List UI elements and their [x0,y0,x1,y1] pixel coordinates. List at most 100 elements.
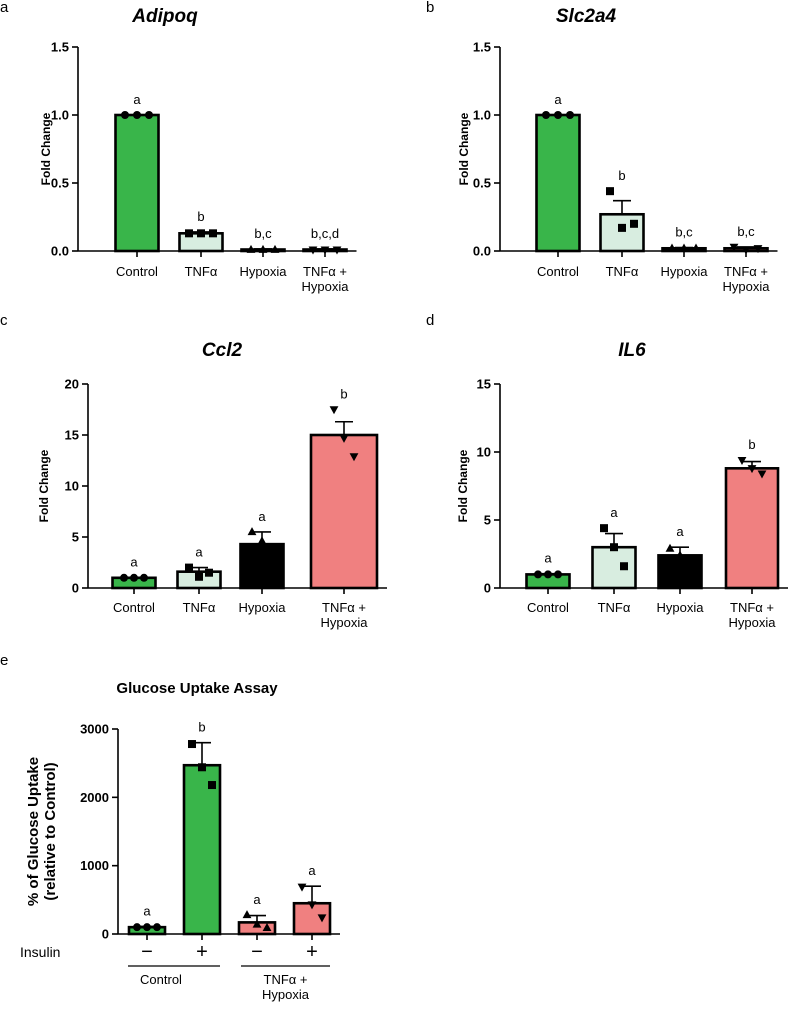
y-tick-label: 3000 [80,722,109,737]
data-point-triangle-down [329,406,339,415]
y-tick-label: 0.5 [473,176,491,191]
panel-letter: c [0,312,8,329]
panel-a: a Adipoq 0.0 0.5 1.0 1.5 Fold Change a Control b T… [0,0,357,294]
significance-label: b [340,387,347,402]
y-tick-label: 1.5 [473,40,491,55]
data-point-square [185,229,193,238]
data-point-circle [130,573,138,582]
data-point-circle [566,111,574,119]
data-point-circle [542,111,550,119]
data-point-triangle-down [757,470,767,479]
y-tick-label: 10 [65,479,79,494]
data-point-square [188,740,196,749]
bar [657,554,703,590]
y-tick-label: 0 [484,581,491,596]
chart-title: Glucose Uptake Assay [116,680,278,697]
data-point-triangle [665,543,675,552]
x-category-label: TNFα [598,600,631,615]
chart-title: Adipoq [131,6,198,27]
panel-letter: b [426,0,434,16]
significance-label: a [133,92,141,107]
data-point-square [197,229,205,238]
data-point-triangle-down [317,914,327,923]
data-point-circle [120,573,128,582]
significance-label: a [308,863,316,878]
x-category-label: Hypoxia [661,264,709,279]
data-point-triangle [247,527,257,536]
data-point-circle [554,570,562,579]
x-category-label: TNFα [185,264,218,279]
y-tick-label: 20 [65,377,79,392]
significance-label: a [195,545,203,560]
data-point-circle [133,111,141,119]
data-point-circle [133,923,141,932]
y-axis-label: Fold Change [37,449,51,522]
y-axis-label: % of Glucose Uptake [25,757,42,906]
panel-letter: a [0,0,9,16]
insulin-sign: − [251,941,263,963]
chart-title: Slc2a4 [556,6,617,27]
x-category-label: TNFα [606,264,639,279]
data-point-triangle-down [753,245,763,254]
data-point-triangle-down [297,883,307,892]
x-category-label: Hypoxia [723,279,771,294]
significance-label: a [544,551,552,566]
data-point-triangle [691,243,701,252]
bar [239,542,285,590]
significance-label: a [676,524,684,539]
data-point-square [185,563,193,572]
significance-label: b [198,720,205,735]
y-axis-label: (relative to Control) [42,762,59,900]
data-point-square [600,524,608,533]
data-point-square [198,763,206,772]
data-point-triangle-down [741,246,751,255]
data-point-square [205,568,213,577]
data-point-triangle-down [320,246,330,255]
data-point-circle [145,111,153,119]
y-tick-label: 1.5 [51,40,69,55]
significance-label: a [258,509,266,524]
data-point-square [620,562,628,571]
data-point-triangle [242,910,252,919]
x-category-label: Control [527,600,569,615]
bar [724,467,780,590]
group-label: Control [140,972,182,987]
data-point-circle [153,923,161,932]
bar [114,113,160,253]
panel-letter: d [426,312,434,329]
y-axis-label: Fold Change [456,449,470,522]
data-point-triangle [685,557,695,566]
data-point-triangle-down [339,434,349,443]
data-point-circle [544,570,552,579]
data-point-circle [140,573,148,582]
y-tick-label: 1000 [80,858,109,873]
data-point-circle [554,111,562,119]
significance-label: b,c [675,225,693,240]
data-point-triangle-down [747,465,757,474]
data-point-square [610,543,618,552]
y-tick-label: 2000 [80,790,109,805]
chart-title: Ccl2 [202,340,243,361]
y-tick-label: 0 [72,581,79,596]
significance-label: b,c [254,226,272,241]
y-tick-label: 5 [72,530,79,545]
y-tick-label: 15 [477,377,491,392]
y-tick-label: 0.0 [51,244,69,259]
y-axis-label: Fold Change [457,112,471,185]
x-category-label: TNFα + [303,264,347,279]
data-point-circle [143,923,151,932]
data-point-triangle-down [332,246,342,255]
insulin-sign: + [306,941,318,963]
y-tick-label: 5 [484,513,491,528]
data-point-triangle-down [307,901,317,910]
panel-letter: e [0,652,8,669]
significance-label: a [143,903,151,918]
data-point-triangle [667,243,677,252]
data-point-triangle-down [308,246,318,255]
group-label: Hypoxia [262,987,310,1002]
x-category-label: Hypoxia [657,600,705,615]
data-point-square [630,219,638,228]
data-point-circle [121,111,129,119]
x-category-label: Hypoxia [302,279,350,294]
